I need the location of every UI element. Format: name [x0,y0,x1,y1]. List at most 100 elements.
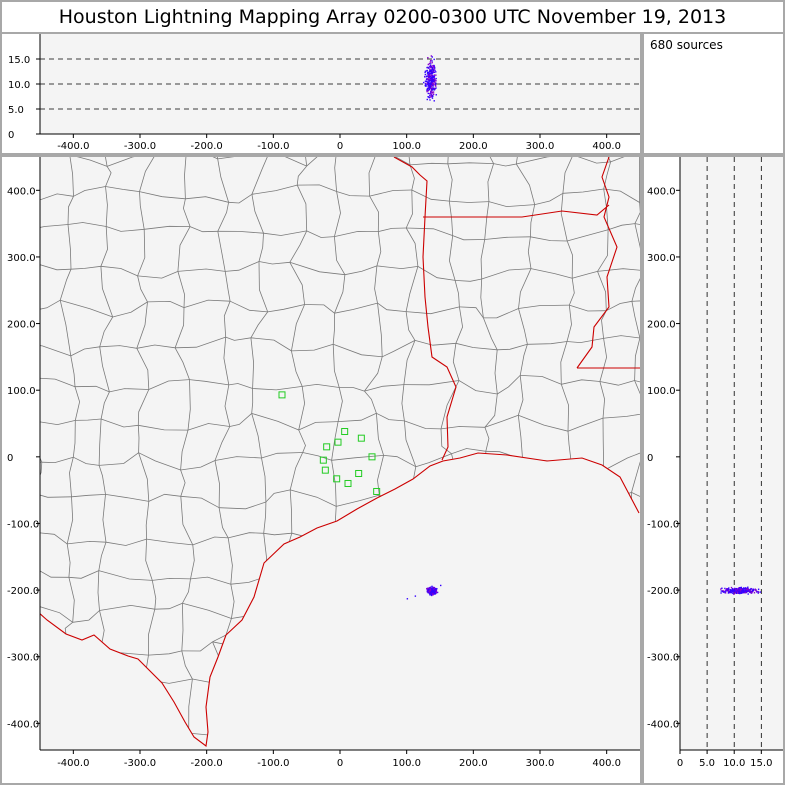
lightning-source [428,93,429,94]
lightning-source [429,89,430,90]
lightning-source [428,83,429,84]
lightning-source [730,589,731,590]
lightning-source [740,592,741,593]
lightning-source [430,63,431,64]
lightning-source [751,592,752,593]
y-tick-label: 10.0 [8,80,30,91]
county-line [341,757,369,770]
lightning-source [429,95,430,96]
lightning-source [434,592,435,593]
lightning-source [433,66,434,67]
lightning-source [738,587,739,588]
source-count-panel: 680 sources [644,34,783,153]
lightning-source [431,591,432,592]
y-tick-label: -200.0 [647,586,679,597]
lightning-source [428,79,429,80]
x-tick-label: 200.0 [459,141,488,152]
x-tick-label: 0 [337,758,343,769]
lightning-source [432,97,433,98]
lightning-source [742,589,743,590]
lightning-source [429,93,430,94]
county-line [2,263,34,280]
lightning-source [429,85,430,86]
lightning-source [739,592,740,593]
x-tick-label: 400.0 [592,141,621,152]
lightning-source [757,591,758,592]
lightning-source [435,80,436,81]
lightning-source [736,588,737,589]
lightning-source [429,587,430,588]
ns-alt-plot: -400.0-300.0-200.0-100.00100.0200.0300.0… [644,157,783,783]
x-tick-label: -200.0 [191,758,223,769]
lightning-source [436,94,437,95]
lightning-source [426,91,427,92]
x-tick-label: 300.0 [526,758,555,769]
county-line [2,230,28,234]
y-tick-label: 300.0 [7,253,36,264]
lightning-source [747,587,748,588]
lightning-source [432,56,433,57]
lightning-source [430,589,431,590]
county-line [145,769,152,783]
county-line [151,759,193,770]
x-tick-label: 300.0 [526,141,555,152]
y-tick-label: 400.0 [647,186,676,197]
y-tick-label: 5.0 [8,105,24,116]
y-tick-label: 400.0 [7,186,36,197]
lightning-source [436,592,437,593]
lightning-source [426,84,427,85]
lightning-source [430,61,431,62]
x-tick-label: 200.0 [459,758,488,769]
lightning-source [425,81,426,82]
x-tick-label: -400.0 [57,141,89,152]
lightning-source [741,590,742,591]
lightning-source [440,585,441,586]
lightning-source [427,99,428,100]
lightning-source [734,591,735,592]
y-tick-label: 200.0 [7,320,36,331]
lightning-source [427,87,428,88]
y-tick-label: -300.0 [647,653,679,664]
x-tick-label: -300.0 [124,141,156,152]
lightning-source [723,591,724,592]
county-line [26,263,34,312]
lightning-source [431,592,432,593]
county-line [2,343,22,348]
lightning-source [760,591,761,592]
y-tick-label: 0 [7,453,13,464]
lightning-source [435,87,436,88]
lightning-source [430,65,431,66]
lightning-source [415,595,416,596]
lightning-source [758,589,759,590]
lightning-source [428,75,429,76]
lightning-source [424,72,425,73]
lightning-source [431,81,432,82]
lightning-source [748,593,749,594]
county-line [2,606,37,610]
y-tick-label: 300.0 [647,253,676,264]
county-line [370,770,373,783]
lightning-source [749,591,750,592]
county-line [2,310,26,312]
lightning-source [730,591,731,592]
lightning-source [435,71,436,72]
county-line [2,685,25,690]
lightning-source [432,65,433,66]
lightning-source [434,76,435,77]
lightning-source [736,593,737,594]
lightning-source [428,67,429,68]
lightning-source [753,589,754,590]
lightning-source [735,588,736,589]
source-count-label: 680 sources [650,38,723,52]
lightning-source [431,595,432,596]
y-tick-label: 0 [8,130,14,141]
lightning-source [720,592,721,593]
county-line [2,532,32,543]
lightning-source [728,592,729,593]
lightning-source [741,589,742,590]
lightning-source [734,589,735,590]
lightning-source [737,590,738,591]
county-line [2,570,38,577]
x-tick-label: 400.0 [592,758,621,769]
